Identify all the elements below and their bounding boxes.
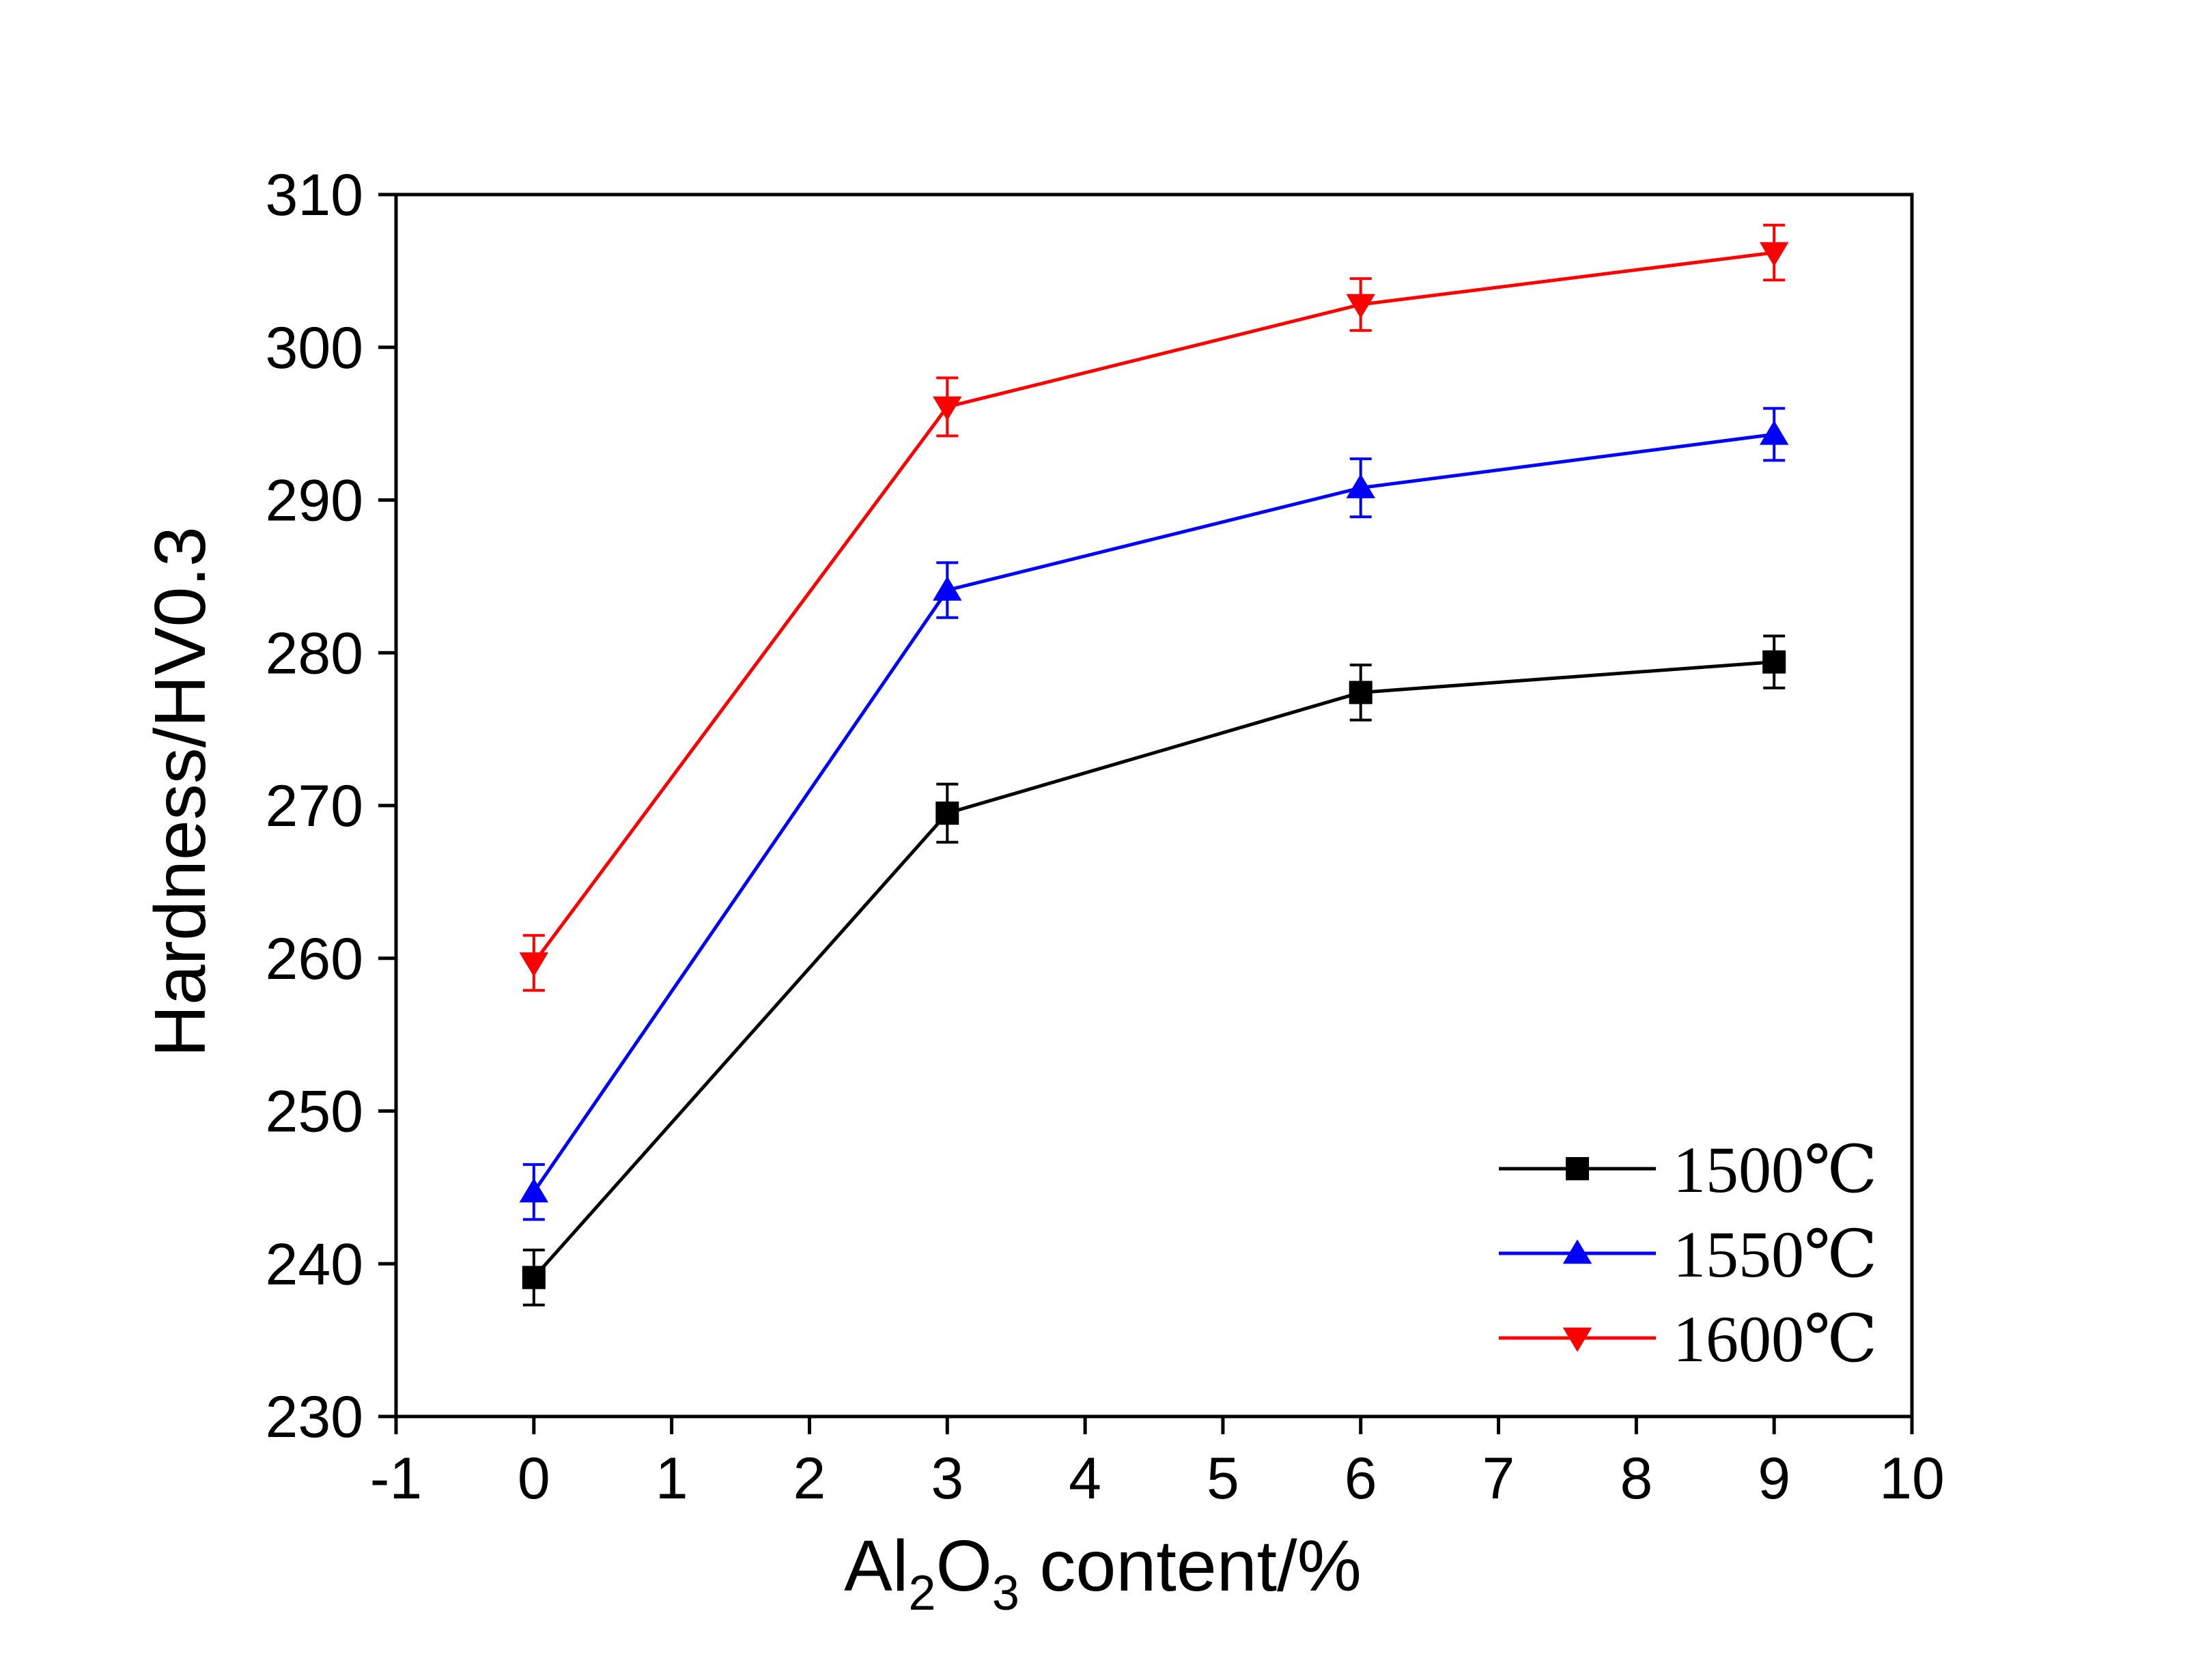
- series-line: [532, 660, 1775, 1279]
- legend-item-1: 1550℃: [1499, 1218, 1877, 1291]
- plot-area: [519, 223, 1789, 1307]
- series-1: [519, 407, 1789, 1221]
- x-tick-label: 8: [1620, 1446, 1652, 1511]
- y-tick-label: 280: [266, 621, 364, 686]
- x-tick-label: 10: [1879, 1446, 1945, 1511]
- legend-label: 1600℃: [1673, 1302, 1877, 1376]
- series-line: [532, 251, 1775, 964]
- x-tick-label: 6: [1345, 1446, 1377, 1511]
- x-tick-label: 7: [1482, 1446, 1515, 1511]
- x-tick-label: 0: [518, 1446, 550, 1511]
- marker-triangle-down: [1562, 1327, 1592, 1352]
- marker-square: [935, 801, 959, 825]
- legend-label: 1550℃: [1673, 1218, 1877, 1291]
- x-tick-label: 5: [1207, 1446, 1239, 1511]
- x-tick-label: 2: [793, 1446, 826, 1511]
- y-tick-label: 250: [266, 1079, 364, 1145]
- legend-label: 1500℃: [1673, 1133, 1877, 1206]
- marker-triangle-up: [519, 1178, 549, 1203]
- axes: -1 0 1 2 3 4 5 6 7 8 9 10 230 240 250 260 270 280 290 300 31…: [266, 162, 1945, 1511]
- marker-triangle-up: [1759, 420, 1789, 445]
- y-tick-label: 300: [266, 315, 364, 381]
- marker-square: [1762, 650, 1786, 674]
- marker-square: [522, 1266, 546, 1290]
- x-tick-label: 9: [1758, 1446, 1790, 1511]
- y-tick-label: 230: [266, 1384, 364, 1450]
- legend: 1500℃ 1550℃ 1600℃: [1499, 1133, 1877, 1376]
- marker-triangle-up: [1562, 1239, 1592, 1264]
- legend-item-2: 1600℃: [1499, 1302, 1877, 1376]
- marker-triangle-down: [1759, 242, 1789, 267]
- series-2: [519, 223, 1789, 992]
- y-tick-label: 290: [266, 468, 364, 534]
- x-axis-title: Al2O3 content/%: [844, 1526, 1362, 1621]
- marker-triangle-up: [1346, 474, 1375, 498]
- legend-item-0: 1500℃: [1499, 1133, 1877, 1206]
- x-tick-label: 1: [656, 1446, 688, 1511]
- marker-square: [1566, 1157, 1589, 1180]
- marker-triangle-down: [519, 952, 549, 977]
- series-line: [532, 432, 1775, 1193]
- marker-square: [1349, 681, 1372, 704]
- x-tick-label: -1: [370, 1446, 422, 1511]
- x-tick-label: 3: [931, 1446, 963, 1511]
- series-0: [522, 634, 1786, 1307]
- x-tick-label: 4: [1069, 1446, 1101, 1511]
- marker-triangle-down: [1346, 294, 1375, 319]
- y-tick-label: 310: [266, 162, 364, 228]
- marker-triangle-up: [933, 576, 962, 601]
- y-tick-label: 260: [266, 926, 364, 992]
- y-axis-title: Hardness/HV0.3: [140, 526, 221, 1057]
- y-tick-label: 270: [266, 773, 364, 839]
- marker-triangle-down: [933, 396, 962, 421]
- y-tick-label: 240: [266, 1231, 364, 1297]
